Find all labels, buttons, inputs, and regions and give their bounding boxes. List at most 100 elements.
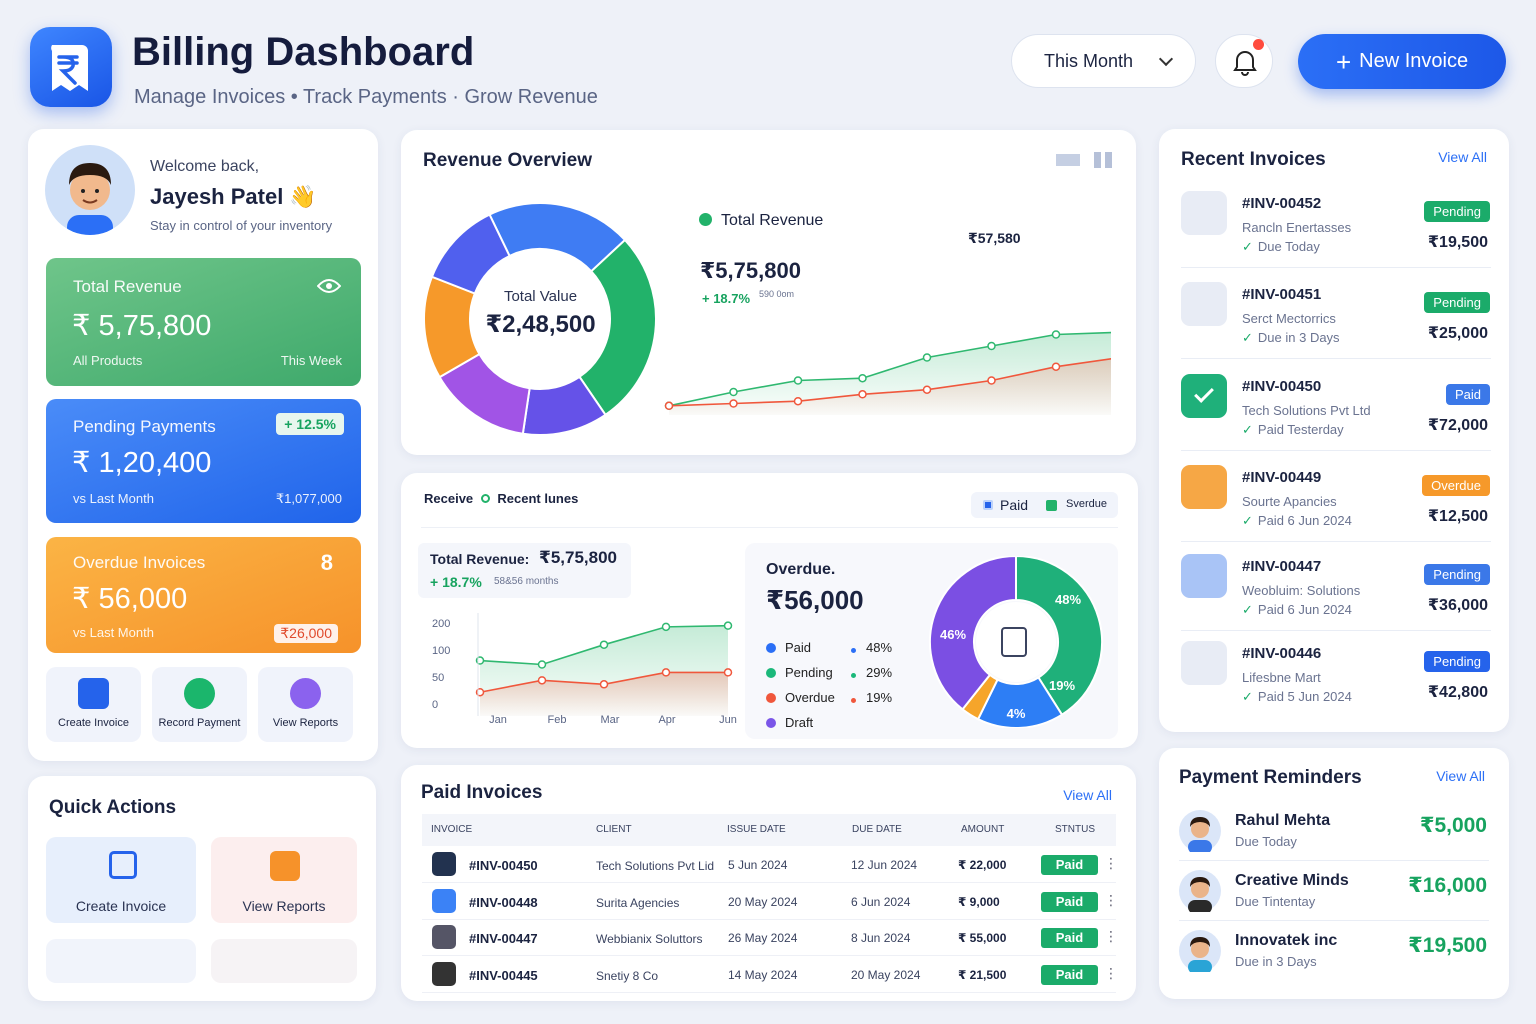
pie-slice-paid [1015,556,1103,717]
issue-date: 26 May 2024 [728,931,798,945]
table-row[interactable] [422,884,1116,920]
reminders-view-all-link[interactable]: View All [1436,768,1485,784]
data-point [922,353,932,362]
contact-name[interactable]: Innovatek inc [1235,932,1338,949]
app-logo [30,27,112,107]
revenue-overview-title: Revenue Overview [423,150,592,171]
more-icon[interactable]: ⋮ [1104,964,1118,981]
status-badge: Pending [1424,651,1490,672]
invoice-id[interactable]: #INV-00447 [1242,558,1322,575]
total-revenue-box: Total Revenue: ₹5,75,800 + 18.7% 58&56 m… [418,543,631,598]
status-badge: Paid [1445,384,1490,405]
divider [1181,541,1491,542]
more-icon[interactable]: ⋮ [1104,855,1118,871]
overdue-invoices-card[interactable]: Overdue Invoices 8 ₹ 56,000 vs Last Mont… [46,537,361,653]
overdue-count: 8 [320,550,333,575]
invoice-id[interactable]: #INV-00445 [469,967,538,983]
eye-icon[interactable] [316,278,342,299]
avatar [1179,810,1221,854]
legend-item-draft: Draft [766,715,813,730]
invoice-rupee-icon [51,45,88,91]
table-row[interactable] [422,957,1116,993]
amount: ₹ 21,500 [958,967,1007,982]
quick-actions-title: Quick Actions [49,797,177,818]
new-invoice-button[interactable]: + New Invoice [1298,34,1506,89]
contact-name[interactable]: Rahul Mehta [1235,812,1331,829]
amount: ₹ 55,000 [958,931,1007,945]
contact-name[interactable]: Creative Minds [1235,872,1349,889]
payment-reminders-title: Payment Reminders [1179,767,1362,788]
legend-item-paid: Paid [766,640,811,655]
status-badge: Overdue [1422,475,1490,496]
invoice-id[interactable]: #INV-00451 [1242,286,1322,303]
create-invoice-mini-button[interactable]: Create Invoice [46,667,141,742]
revenue-line-chart: 050100270900JanFebMarAprMayJunJulAugSep1… [664,330,1111,415]
period-select[interactable]: This Month [1011,34,1196,88]
clipboard-icon [1181,554,1227,598]
data-point [599,680,609,689]
revenue-legend: Total Revenue [699,212,823,230]
series-area [669,358,1111,415]
client-avatar [432,888,456,913]
create-invoice-button[interactable]: Create Invoice [46,837,196,923]
table-header-due-date: DUE DATE [852,824,902,835]
page-subtitle: Manage Invoices • Track Payments · Grow … [134,86,598,108]
total-revenue-card[interactable]: Total Revenue ₹ 5,75,800 All Products Th… [46,258,361,386]
data-point [661,668,671,677]
table-row[interactable] [422,847,1116,883]
pending-payments-card[interactable]: Pending Payments + 12.5% ₹ 1,20,400 vs L… [46,399,361,523]
grid-view-icon[interactable] [1094,152,1112,168]
bar-chart-icon [270,851,300,881]
amount: ₹25,000 [1427,325,1488,342]
due-text: ✓ Paid Testerday [1242,422,1344,437]
placeholder-tile [211,939,357,983]
donut-label: Total Value [503,288,578,305]
invoice-id[interactable]: #INV-00450 [469,858,538,873]
client-name: Tech Solutions Pvt Ltd [1242,403,1371,418]
more-icon[interactable]: ⋮ [1104,891,1118,908]
user-tagline: Stay in control of your inventory [150,218,333,233]
due-date: 20 May 2024 [851,967,921,982]
chevron-down-icon [1158,51,1174,67]
paid-invoices-view-all-link[interactable]: View All [1063,787,1112,803]
placeholder-tile [46,939,196,983]
record-payment-button[interactable]: Record Payment [152,667,247,742]
x-tick-label: Jan [489,714,507,726]
user-name: Jayesh Patel 👋 [150,184,317,209]
legend-dot [699,213,712,226]
clipboard-icon [1181,465,1227,509]
more-icon[interactable]: ⋮ [1104,928,1118,944]
invoice-id[interactable]: #INV-00450 [1242,378,1322,395]
x-tick-label: Feb [548,714,567,726]
recent-invoices-view-all-link[interactable]: View All [1438,149,1487,165]
invoice-id[interactable]: #INV-00448 [469,894,538,910]
view-reports-mini-button[interactable]: View Reports [258,667,353,742]
amount: ₹5,000 [1419,814,1487,837]
due-text: ✓ Due Today [1242,239,1320,254]
bar-view-icon[interactable] [1056,154,1080,166]
table-header-issue-date: ISSUE DATE [727,824,786,835]
bell-icon [1233,51,1257,76]
y-tick-label: 200 [432,618,450,630]
clipboard-icon [1181,641,1227,685]
table-row[interactable] [422,920,1116,956]
donut-slice-green [578,238,657,417]
avatar [1179,930,1221,974]
invoice-id[interactable]: #INV-00452 [1242,195,1322,212]
invoice-id[interactable]: #INV-00449 [1242,469,1322,486]
status-legend: Paid Sverdue [971,492,1118,518]
donut-slice-indigo [430,213,511,295]
reports-icon [290,678,321,709]
data-point [987,376,996,385]
invoice-id[interactable]: #INV-00446 [1242,645,1322,662]
amount: ₹12,500 [1427,508,1488,525]
notifications-button[interactable] [1215,34,1273,88]
data-point [1051,330,1061,339]
legend-percent: 29% [851,665,892,680]
pie-slice-label: 4% [1007,706,1026,721]
invoice-id[interactable]: #INV-00447 [469,931,538,946]
page-title: Billing Dashboard [132,30,475,74]
client-avatar [432,852,456,876]
y-tick-label: 50 [432,672,444,684]
view-reports-button[interactable]: View Reports [211,837,357,923]
